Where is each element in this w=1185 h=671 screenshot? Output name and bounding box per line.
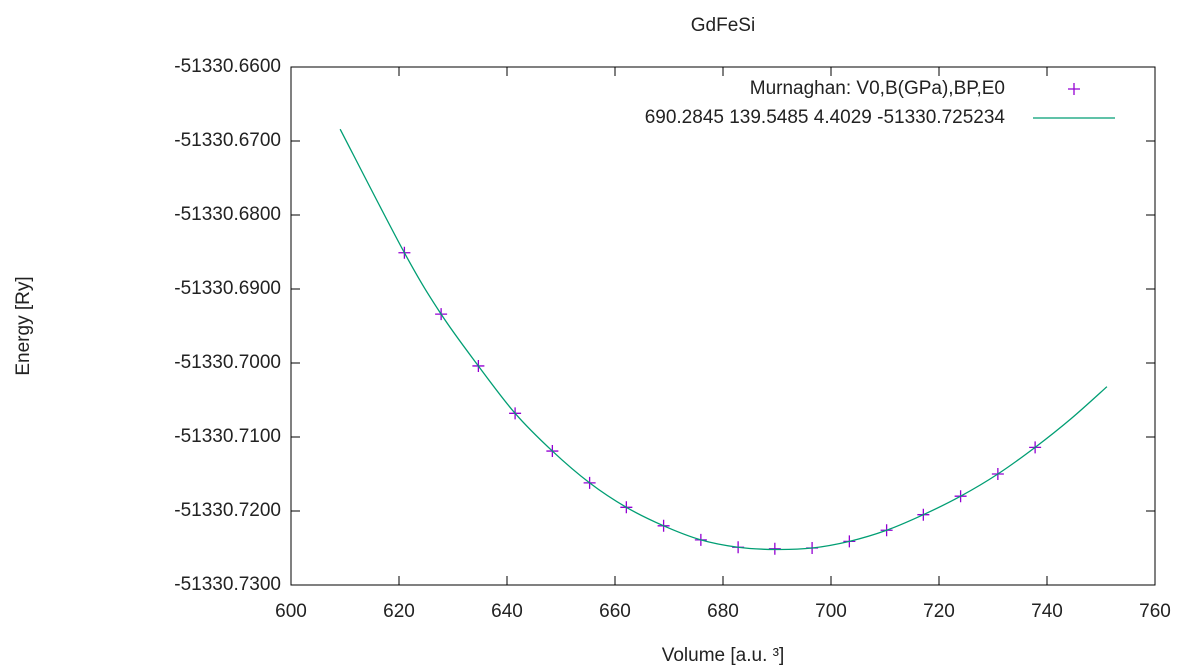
x-tick-label: 600 (275, 601, 307, 622)
x-tick-label: 760 (1139, 601, 1171, 622)
y-tick-label: -51330.6800 (174, 204, 281, 225)
x-axis-label: Volume [a.u. ³] (662, 645, 785, 666)
legend-label: Murnaghan: V0,B(GPa),BP,E0 (750, 78, 1005, 99)
y-tick-label: -51330.6700 (174, 130, 281, 151)
x-tick-label: 700 (815, 601, 847, 622)
y-tick-label: -51330.7200 (174, 500, 281, 521)
y-tick-label: -51330.7100 (174, 426, 281, 447)
plot-frame (290, 66, 1156, 586)
y-tick-label: -51330.6900 (174, 278, 281, 299)
data-point (768, 542, 781, 555)
legend-label: 690.2845 139.5485 4.4029 -51330.725234 (645, 107, 1006, 128)
y-tick-label: -51330.7000 (174, 352, 281, 373)
x-tick-label: 740 (1031, 601, 1063, 622)
fit-line (339, 128, 1108, 551)
y-axis-label: Energy [Ry] (13, 276, 34, 375)
x-tick-label: 640 (491, 601, 523, 622)
y-tick-label: -51330.6600 (174, 56, 281, 77)
x-tick-label: 720 (923, 601, 955, 622)
x-tick-label: 620 (383, 601, 415, 622)
x-tick-label: 680 (707, 601, 739, 622)
legend-marker (1068, 83, 1080, 95)
x-tick-label: 660 (599, 601, 631, 622)
y-tick-label: -51330.7300 (174, 574, 281, 595)
chart-title: GdFeSi (691, 15, 755, 36)
